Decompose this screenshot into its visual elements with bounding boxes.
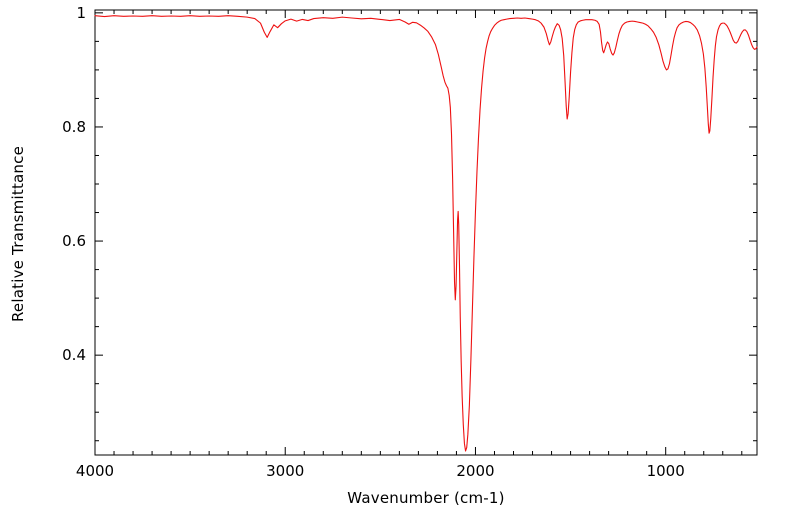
x-axis-label: Wavenumber (cm-1) <box>347 489 505 507</box>
plot-border <box>94 9 758 456</box>
x-tick-label: 2000 <box>456 462 494 480</box>
y-tick-label: 0.4 <box>62 346 86 364</box>
x-tick-label: 1000 <box>647 462 685 480</box>
y-tick-label: 0.6 <box>62 232 86 250</box>
y-tick-label: 0.8 <box>62 118 86 136</box>
y-tick-label: 1 <box>76 4 86 22</box>
spectrum-line <box>94 15 758 452</box>
x-tick-label: 4000 <box>76 462 114 480</box>
x-tick-label: 3000 <box>266 462 304 480</box>
y-axis-label: Relative Transmittance <box>9 146 27 323</box>
